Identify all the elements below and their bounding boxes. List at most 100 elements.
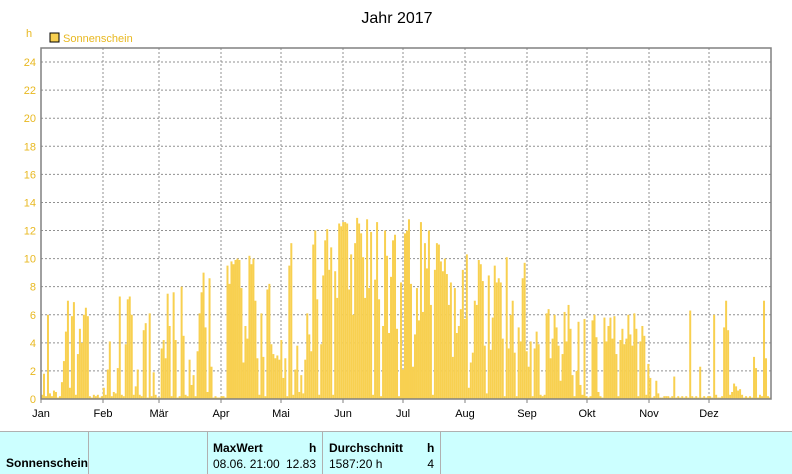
bar xyxy=(727,330,730,399)
bar xyxy=(667,396,670,399)
bar xyxy=(92,394,95,399)
bar xyxy=(477,260,480,399)
bar xyxy=(294,369,297,399)
bar xyxy=(288,265,291,399)
bar xyxy=(210,366,213,399)
bar xyxy=(358,223,361,399)
bar xyxy=(567,304,570,399)
bar xyxy=(298,391,301,399)
avg-total: 1587:20 h xyxy=(329,457,383,471)
x-tick-label: Mär xyxy=(150,408,169,420)
bar xyxy=(471,352,474,399)
bar xyxy=(419,222,422,399)
bar xyxy=(130,314,133,399)
bar xyxy=(499,282,502,399)
bar xyxy=(759,394,762,399)
bar xyxy=(431,394,434,399)
bar xyxy=(643,335,646,399)
bar xyxy=(407,219,410,399)
bar xyxy=(310,351,313,399)
bar xyxy=(88,396,91,399)
bar xyxy=(80,342,83,399)
bar xyxy=(565,341,568,399)
bar xyxy=(677,396,680,399)
y-tick-label: 2 xyxy=(30,366,36,378)
bar xyxy=(68,387,71,399)
bar xyxy=(54,391,57,399)
bar xyxy=(491,317,494,399)
bar xyxy=(306,313,309,399)
x-tick-labels: Jan Feb Mär Apr Mai Jun Jul Aug Sep Okt Nov Dez xyxy=(32,408,719,420)
bar xyxy=(282,377,285,399)
chart-title: Jahr 2017 xyxy=(361,10,432,27)
bar xyxy=(515,396,518,399)
bar xyxy=(234,260,237,399)
bar xyxy=(753,356,756,399)
bar xyxy=(547,309,550,399)
bar xyxy=(723,327,726,399)
bar xyxy=(94,396,97,399)
bar xyxy=(114,393,117,399)
bar xyxy=(336,297,339,399)
bar xyxy=(735,386,738,399)
bar xyxy=(268,283,271,399)
bar xyxy=(427,230,430,399)
bar xyxy=(585,396,588,399)
bar xyxy=(290,243,293,399)
bar xyxy=(483,345,486,399)
bar xyxy=(551,338,554,399)
bar xyxy=(186,396,189,399)
bar xyxy=(72,302,75,399)
bar xyxy=(741,394,744,399)
bar xyxy=(411,366,414,399)
bar xyxy=(292,394,295,399)
bar xyxy=(66,300,69,399)
bar xyxy=(641,325,644,399)
bar xyxy=(523,262,526,399)
bar xyxy=(172,292,175,399)
bar xyxy=(152,372,155,399)
bar xyxy=(581,394,584,399)
bar xyxy=(132,394,135,399)
bar xyxy=(529,341,532,399)
bar xyxy=(232,264,235,399)
bar xyxy=(447,304,450,399)
bar xyxy=(639,341,642,399)
bar xyxy=(543,394,546,399)
bar xyxy=(346,223,349,399)
bar xyxy=(555,327,558,399)
bar xyxy=(509,314,512,399)
bar xyxy=(569,328,572,399)
bar xyxy=(665,396,668,399)
y-tick-label: 16 xyxy=(24,169,36,181)
bar xyxy=(421,311,424,399)
bar xyxy=(374,279,377,399)
bar xyxy=(274,358,277,399)
bar xyxy=(206,391,209,399)
bar xyxy=(521,278,524,399)
bar xyxy=(549,358,552,399)
bar xyxy=(188,359,191,399)
bar xyxy=(344,222,347,399)
bar xyxy=(192,375,195,399)
bar xyxy=(258,394,261,399)
bar xyxy=(328,269,331,399)
bar xyxy=(663,396,666,399)
bar xyxy=(511,300,514,399)
bar xyxy=(150,396,153,399)
bar xyxy=(296,345,299,399)
bar xyxy=(653,396,656,399)
bar xyxy=(64,331,67,399)
bar xyxy=(597,391,600,399)
y-tick-label: 14 xyxy=(24,197,36,209)
bar xyxy=(729,394,732,399)
x-tick-label: Jun xyxy=(334,408,352,420)
bar xyxy=(545,313,548,399)
bar xyxy=(609,317,612,399)
bar xyxy=(360,233,363,399)
bar xyxy=(338,223,341,399)
bar xyxy=(435,243,438,399)
bar xyxy=(481,281,484,399)
bar xyxy=(493,265,496,399)
bar xyxy=(503,396,506,399)
